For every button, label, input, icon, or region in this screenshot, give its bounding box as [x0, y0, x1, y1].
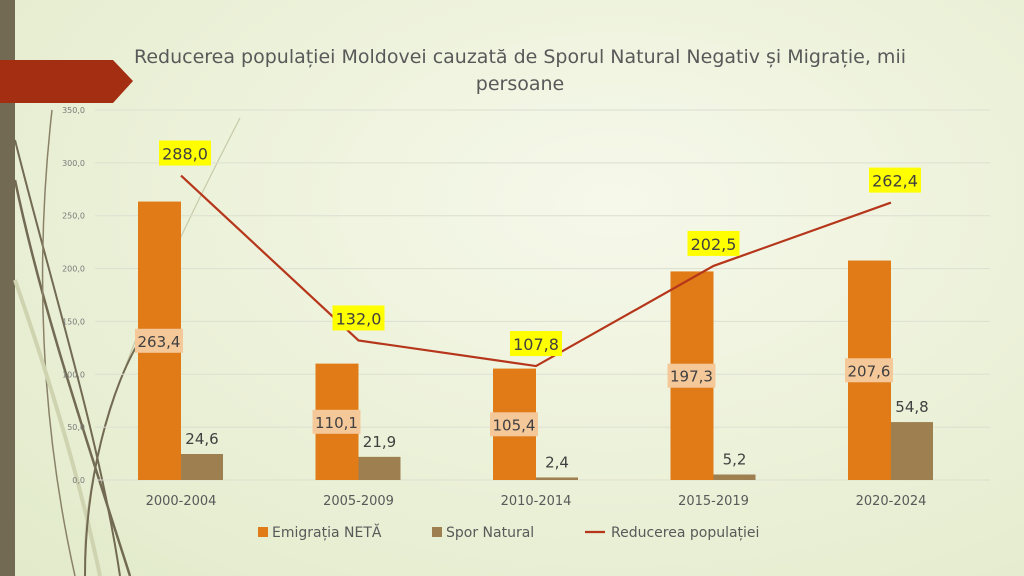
x-tick-label: 2015-2019	[678, 494, 749, 509]
legend-swatch-spor-natural	[432, 527, 442, 537]
bar-spor-natural	[358, 456, 401, 480]
bar-label-bg	[135, 328, 183, 353]
bar-label-emigratia: 110,1	[315, 414, 358, 432]
line-label-bg	[510, 331, 562, 357]
bar-label-bg	[845, 358, 893, 383]
y-tick-label: 100,0	[62, 370, 85, 379]
y-tick-label: 150,0	[62, 317, 85, 326]
line-label: 132,0	[336, 309, 382, 328]
y-tick-label: 0,0	[72, 476, 85, 485]
y-tick-label: 200,0	[62, 265, 85, 274]
y-tick-label: 350,0	[62, 106, 85, 115]
legend-label-spor-natural: Spor Natural	[446, 525, 534, 541]
bar-label-emigratia: 207,6	[848, 362, 891, 380]
line-label: 288,0	[162, 145, 208, 164]
bar-label-bg	[667, 363, 716, 388]
bar-label-emigratia: 105,4	[493, 416, 536, 434]
legend-swatch-emigratia	[258, 527, 268, 537]
legend-label-emigratia: Emigrația NETĂ	[272, 523, 382, 541]
line-label: 262,4	[872, 172, 918, 191]
line-label-bg	[159, 140, 211, 166]
x-tick-label: 2000-2004	[146, 494, 217, 509]
line-reducerea	[180, 174, 892, 368]
chart-title: Reducerea populației Moldovei cauzată de…	[133, 46, 906, 95]
bar-spor-natural	[181, 453, 223, 480]
bar-label-emigratia: 197,3	[670, 368, 713, 386]
bar-label-bg	[490, 412, 538, 437]
y-tick-label: 300,0	[62, 159, 85, 168]
bar-label-emigratia: 263,4	[138, 333, 181, 351]
line-label-bg	[869, 167, 921, 193]
y-tick-label: 250,0	[62, 212, 85, 221]
line-label-bg	[687, 230, 740, 256]
line-label-bg	[332, 305, 385, 331]
title-banner-arrow	[0, 60, 133, 103]
bar-spor-natural	[536, 477, 578, 480]
bar-label-spor-natural: 54,8	[895, 398, 928, 416]
x-tick-label: 2005-2009	[323, 494, 394, 509]
bar-label-bg	[312, 409, 361, 434]
x-tick-label: 2010-2014	[501, 494, 572, 509]
bar-spor-natural	[891, 422, 933, 480]
bar-label-spor-natural: 5,2	[723, 451, 747, 469]
line-label: 107,8	[513, 335, 559, 354]
bar-label-spor-natural: 24,6	[185, 430, 218, 448]
line-label: 202,5	[691, 235, 737, 254]
x-tick-label: 2020-2024	[856, 494, 927, 509]
slide-side-strip	[0, 0, 15, 576]
bar-label-spor-natural: 21,9	[363, 433, 396, 451]
bar-spor-natural	[713, 474, 756, 480]
legend-label-reducerea: Reducerea populației	[611, 525, 759, 541]
bar-label-spor-natural: 2,4	[545, 453, 569, 471]
y-tick-label: 50,0	[67, 423, 85, 432]
